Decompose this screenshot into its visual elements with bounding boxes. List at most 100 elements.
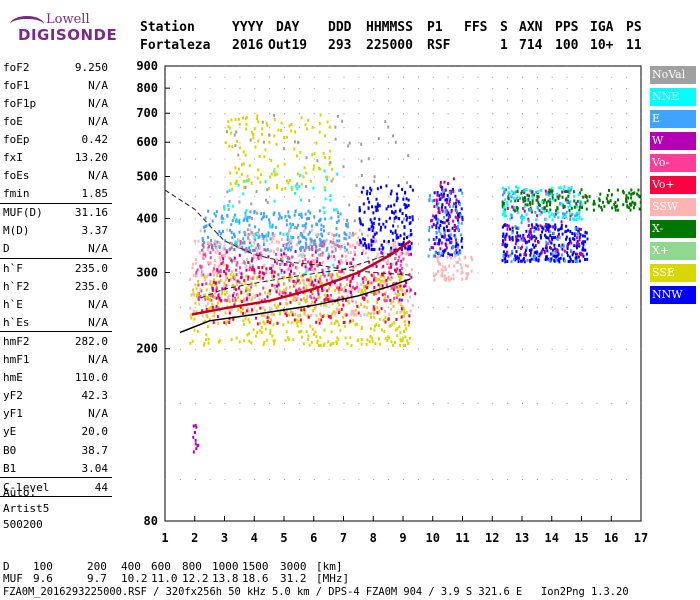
echo-point [298, 259, 301, 263]
header-label-8: AXN [519, 20, 543, 35]
grid-dot [581, 127, 583, 129]
echo-point [390, 276, 393, 280]
grid-dot [165, 306, 166, 308]
grid-dot [417, 402, 419, 404]
echo-point [575, 205, 578, 209]
echo-point [337, 300, 340, 304]
param-row-b0: B0 38.7 [0, 441, 112, 459]
echo-point [346, 277, 349, 281]
echo-point [399, 234, 402, 238]
grid-dot [373, 142, 375, 144]
grid-dot [641, 272, 642, 274]
echo-point [283, 162, 286, 166]
echo-point [342, 165, 345, 169]
echo-point [314, 242, 317, 246]
echo-point [249, 277, 252, 281]
echo-point [290, 239, 293, 243]
echo-point [460, 233, 463, 237]
echo-point [317, 280, 320, 284]
echo-point [550, 257, 553, 261]
echo-point [373, 292, 376, 296]
echo-point [440, 235, 443, 239]
grid-dot [611, 348, 613, 350]
echo-point [345, 290, 348, 294]
echo-point [318, 121, 321, 125]
echo-point [346, 225, 349, 229]
grid-dot [626, 402, 628, 404]
echo-point [544, 229, 547, 233]
echo-point [528, 194, 531, 198]
grid-dot [581, 272, 583, 274]
echo-point [334, 125, 337, 129]
echo-point [344, 336, 347, 340]
echo-point [244, 289, 247, 293]
echo-point [330, 245, 333, 249]
echo-point [556, 235, 559, 239]
grid-dot [209, 176, 211, 178]
echo-point [287, 181, 290, 185]
footer-d_values-1: 200 [87, 560, 107, 573]
echo-point [349, 244, 352, 248]
echo-point [400, 275, 403, 279]
echo-point [210, 246, 213, 250]
echo-point [507, 186, 510, 190]
grid-dot [507, 348, 509, 350]
echo-point [285, 297, 288, 301]
echo-point [288, 247, 291, 251]
echo-point [225, 250, 228, 254]
echo-point [194, 438, 197, 442]
echo-point [336, 221, 339, 225]
echo-point [221, 287, 224, 291]
echo-point [371, 205, 374, 209]
echo-point [336, 114, 339, 118]
echo-point [375, 279, 378, 283]
echo-point [528, 230, 531, 234]
echo-point [453, 225, 456, 229]
echo-point [556, 192, 559, 196]
echo-point [274, 225, 277, 229]
echo-point [565, 224, 568, 228]
echo-point [265, 236, 268, 240]
echo-point [379, 284, 382, 288]
echo-point [503, 213, 506, 217]
echo-point [247, 284, 250, 288]
grid-dot [596, 76, 598, 78]
grid-dot [388, 402, 390, 404]
param-row-fxi: fxI 13.20 [0, 148, 112, 166]
echo-point [300, 335, 303, 339]
grid-dot [581, 158, 583, 160]
echo-point [435, 198, 438, 202]
echo-point [276, 287, 279, 291]
echo-point [364, 251, 367, 255]
echo-point [313, 215, 316, 219]
echo-point [316, 257, 319, 261]
param-row-foe: foE N/A [0, 112, 112, 130]
echo-point [514, 185, 517, 189]
echo-point [222, 253, 225, 257]
echo-point [303, 309, 306, 313]
echo-point [403, 232, 406, 236]
grid-dot [373, 66, 375, 67]
echo-point [373, 175, 376, 179]
param-row-fof1p: foF1p N/A [0, 94, 112, 112]
param-name: yF1 [3, 407, 23, 421]
footer-muf_label: MUF [3, 572, 23, 585]
echo-point [448, 229, 451, 233]
grid-dot [194, 218, 196, 220]
echo-point [209, 261, 212, 265]
echo-point [536, 214, 539, 218]
echo-point [566, 246, 569, 250]
header-label-11: PS [626, 20, 642, 35]
echo-point [215, 247, 218, 251]
echo-point [442, 269, 445, 273]
echo-point [266, 188, 269, 192]
echo-point [393, 211, 396, 215]
echo-point [228, 320, 231, 324]
echo-point [227, 256, 230, 260]
grid-dot [492, 272, 494, 274]
echo-point [531, 190, 534, 194]
echo-point [523, 253, 526, 257]
echo-point [385, 299, 388, 303]
echo-point [299, 240, 302, 244]
grid-dot [165, 196, 166, 198]
